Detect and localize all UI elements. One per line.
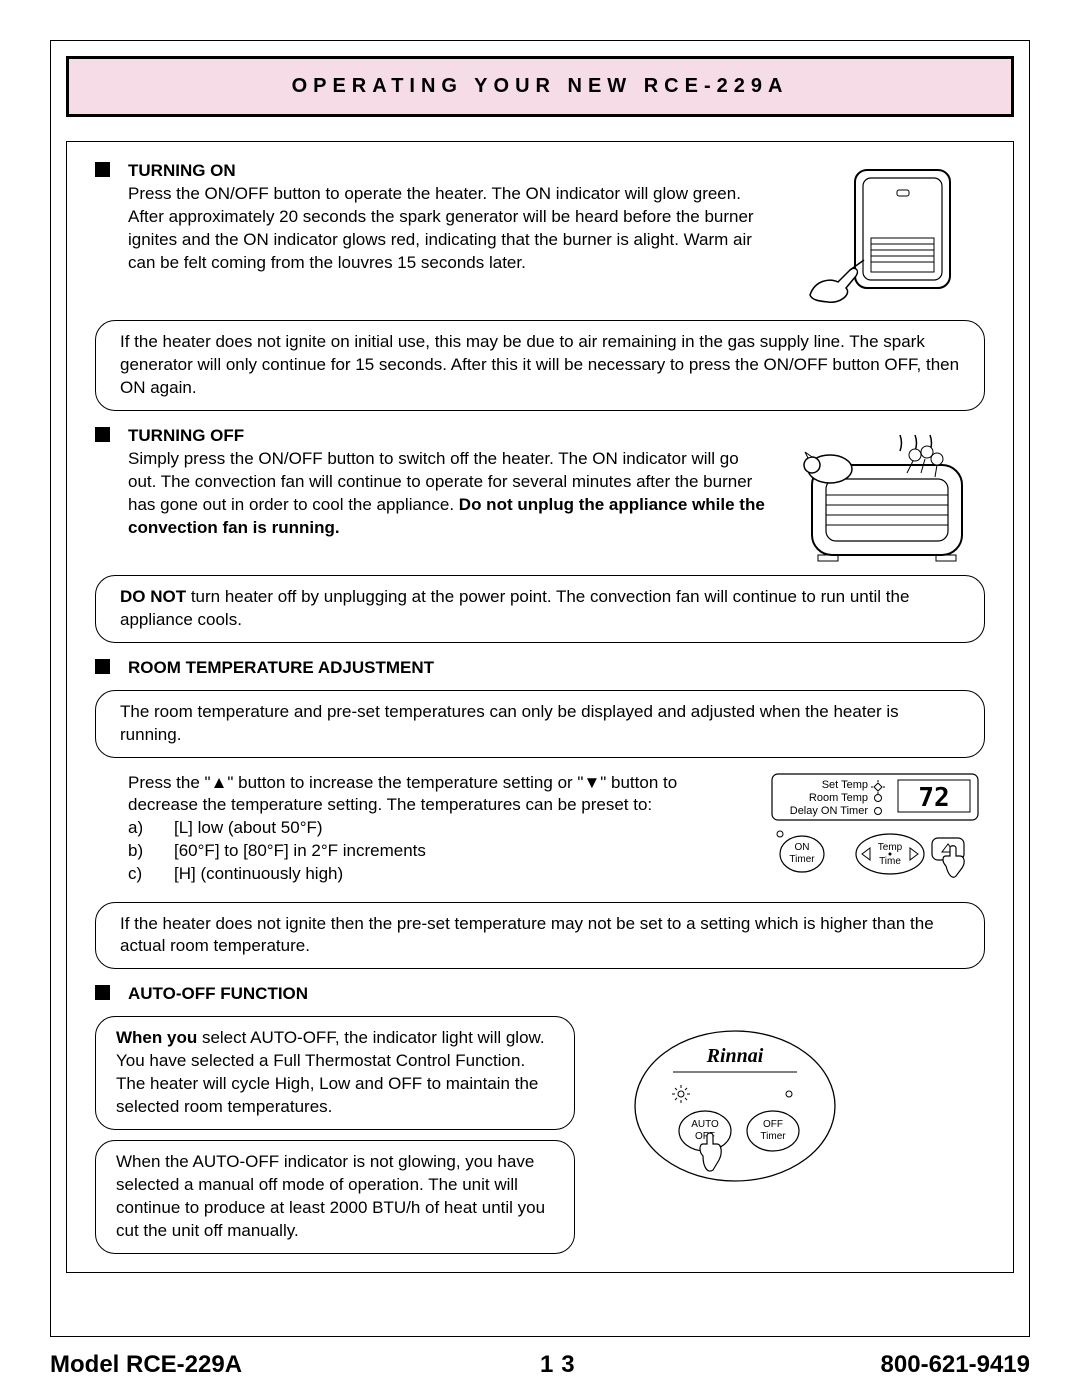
page-outer-border: OPERATING YOUR NEW RCE-229A TURNING ON P… xyxy=(50,40,1030,1337)
heading-room-temp: ROOM TEMPERATURE ADJUSTMENT xyxy=(128,657,985,680)
section-auto-off: AUTO-OFF FUNCTION xyxy=(95,983,985,1006)
svg-text:Time: Time xyxy=(879,856,901,867)
heading-turning-off: TURNING OFF xyxy=(128,425,767,448)
illustration-temp-panel: Set Temp Room Temp Delay ON Timer 72 ON … xyxy=(765,772,985,892)
section-turning-on: TURNING ON Press the ON/OFF button to op… xyxy=(95,160,985,310)
svg-text:Set Temp: Set Temp xyxy=(822,779,868,791)
footer-phone: 800-621-9419 xyxy=(881,1351,1030,1379)
svg-text:OFF: OFF xyxy=(763,1119,783,1130)
page-footer: Model RCE-229A 13 800-621-9419 xyxy=(50,1351,1030,1379)
note-auto-off-on: When you select AUTO-OFF, the indicator … xyxy=(95,1016,575,1130)
illustration-auto-off-panel: Rinnai AUTO OFF OFF Timer xyxy=(605,1016,865,1196)
page-title: OPERATING YOUR NEW RCE-229A xyxy=(292,75,789,97)
svg-text:Delay ON Timer: Delay ON Timer xyxy=(790,805,869,817)
svg-text:Timer: Timer xyxy=(760,1131,786,1142)
svg-text:Room Temp: Room Temp xyxy=(809,792,868,804)
illustration-heater-on xyxy=(785,160,985,310)
auto-off-row: When you select AUTO-OFF, the indicator … xyxy=(95,1006,985,1264)
bullet-square-icon xyxy=(95,985,110,1000)
svg-text:Rinnai: Rinnai xyxy=(706,1045,764,1067)
temp-adjust-text: Press the "▲" button to increase the tem… xyxy=(128,772,747,818)
svg-text:Temp: Temp xyxy=(878,842,903,853)
svg-text:ON: ON xyxy=(795,842,810,853)
bullet-square-icon xyxy=(95,659,110,674)
footer-page: 13 xyxy=(540,1351,583,1379)
section-turning-off: TURNING OFF Simply press the ON/OFF butt… xyxy=(95,425,985,565)
illustration-heater-warm xyxy=(785,425,985,565)
heading-auto-off: AUTO-OFF FUNCTION xyxy=(128,983,985,1006)
page-title-bar: OPERATING YOUR NEW RCE-229A xyxy=(66,56,1014,117)
section-room-temp: ROOM TEMPERATURE ADJUSTMENT xyxy=(95,657,985,680)
svg-text:Timer: Timer xyxy=(789,854,815,865)
bullet-square-icon xyxy=(95,427,110,442)
body-turning-off: Simply press the ON/OFF button to switch… xyxy=(128,448,767,540)
note-ignition: If the heater does not ignite on initial… xyxy=(95,320,985,411)
content-box: TURNING ON Press the ON/OFF button to op… xyxy=(66,141,1014,1273)
bullet-square-icon xyxy=(95,162,110,177)
temp-adjust-row: Press the "▲" button to increase the tem… xyxy=(95,772,985,892)
svg-text:72: 72 xyxy=(918,783,949,813)
footer-model: Model RCE-229A xyxy=(50,1351,242,1379)
note-ignition-text: If the heater does not ignite on initial… xyxy=(120,332,959,397)
note-do-not-unplug: DO NOT turn heater off by unplugging at … xyxy=(95,575,985,643)
note-room-temp-running: The room temperature and pre-set tempera… xyxy=(95,690,985,758)
temp-preset-list: a)[L] low (about 50°F) b)[60°F] to [80°F… xyxy=(128,817,747,886)
heading-turning-on: TURNING ON xyxy=(128,160,767,183)
body-turning-on: Press the ON/OFF button to operate the h… xyxy=(128,183,767,275)
note-preset-higher: If the heater does not ignite then the p… xyxy=(95,902,985,970)
note-auto-off-manual: When the AUTO-OFF indicator is not glowi… xyxy=(95,1140,575,1254)
svg-text:AUTO: AUTO xyxy=(691,1119,719,1130)
